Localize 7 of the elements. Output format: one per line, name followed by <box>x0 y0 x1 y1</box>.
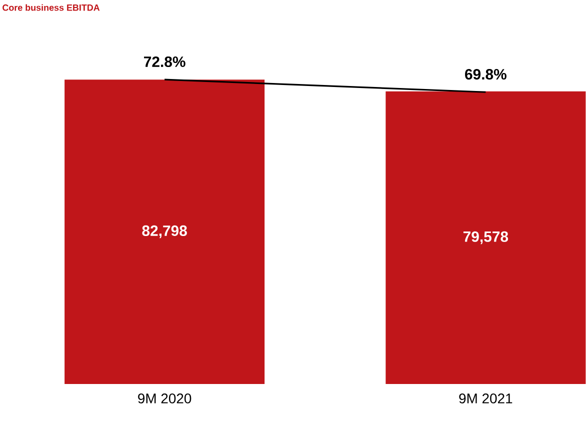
data-label: 72.8% <box>144 56 186 68</box>
data-label: 79,578 <box>463 231 508 244</box>
data-label: 82,798 <box>142 225 187 238</box>
data-label: 69.8% <box>465 69 506 80</box>
x-tick-label: 9M 2020 <box>138 394 192 404</box>
x-tick-label: 9M 2021 <box>459 394 512 404</box>
chart-title: Core business EBITDA <box>2 4 100 11</box>
